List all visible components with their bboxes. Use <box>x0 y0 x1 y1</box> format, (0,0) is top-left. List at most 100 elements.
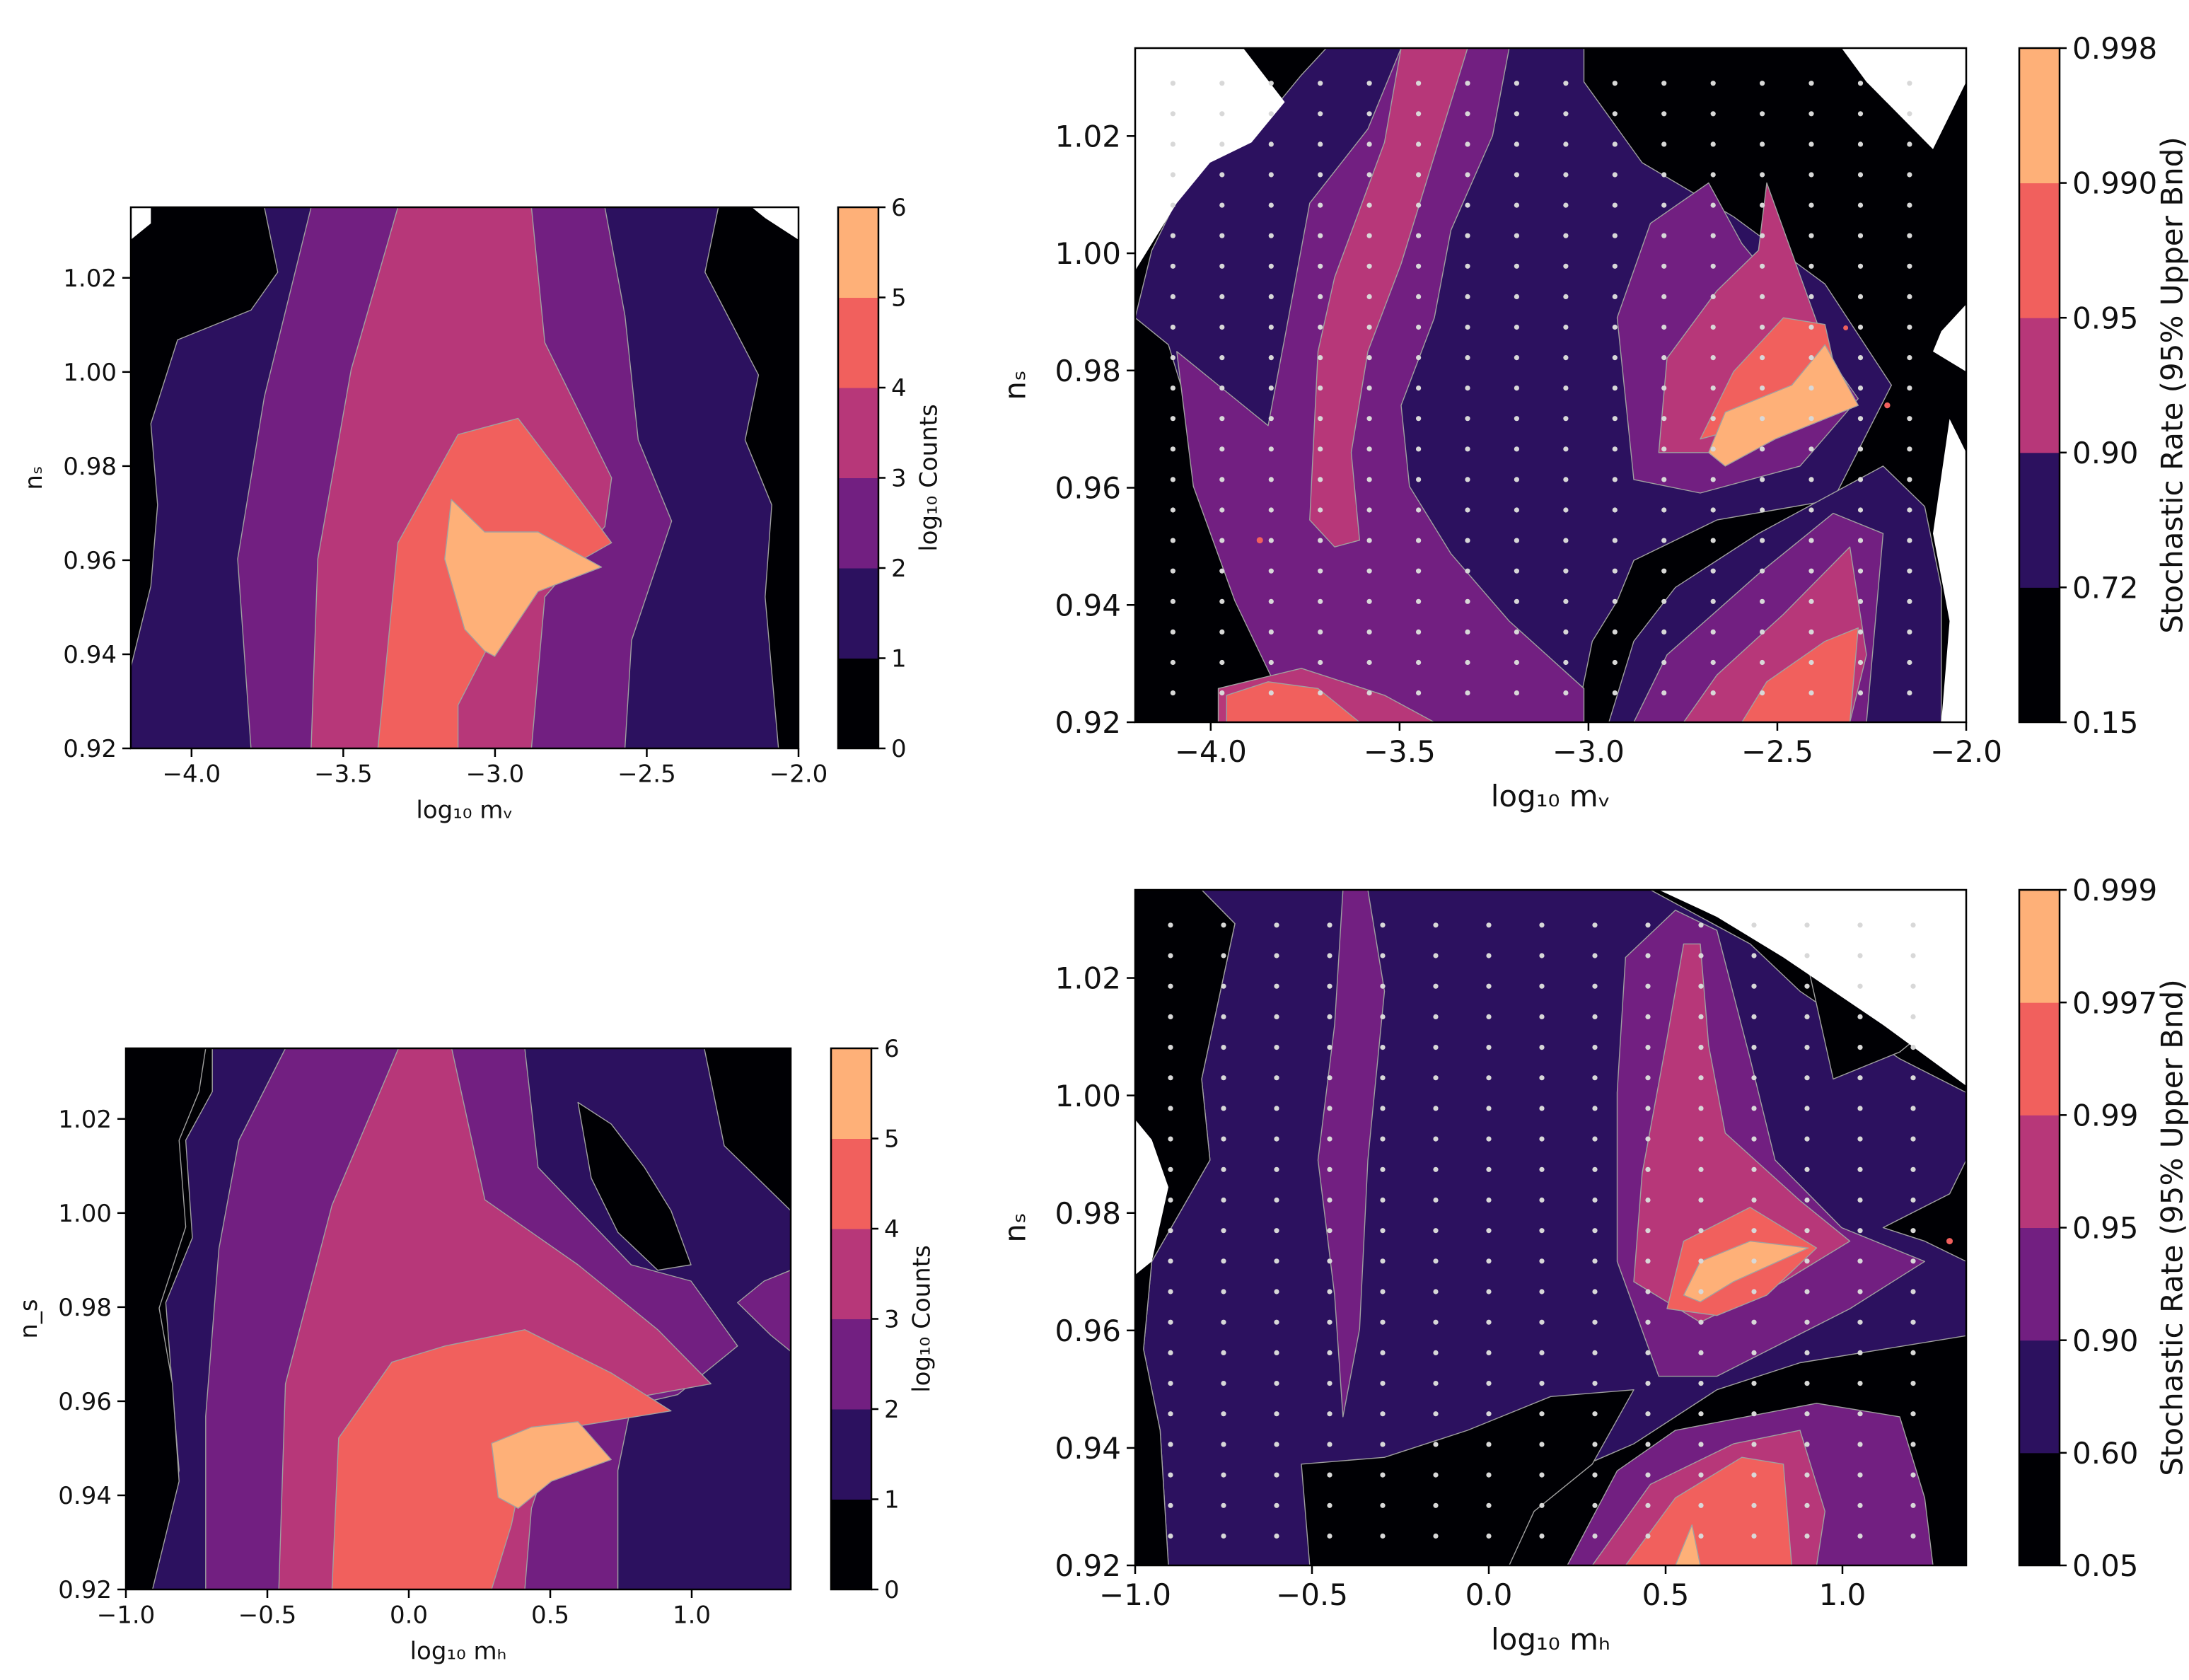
sample-point <box>1710 568 1716 574</box>
sample-point <box>1327 1014 1332 1019</box>
sample-point <box>1486 953 1492 958</box>
contour-level-5 <box>1675 1524 1701 1565</box>
sample-point <box>1486 1136 1492 1142</box>
sample-point <box>1808 294 1814 299</box>
sample-point <box>1514 386 1519 391</box>
sample-point <box>1751 1258 1757 1264</box>
sample-point <box>1661 568 1667 574</box>
sample-point <box>1804 1381 1810 1386</box>
sample-point <box>1221 1075 1226 1081</box>
sample-point <box>1563 202 1569 208</box>
sample-point <box>1760 538 1765 543</box>
sample-point <box>1808 111 1814 117</box>
sample-point <box>1645 1136 1651 1142</box>
sample-point <box>1170 324 1175 330</box>
sample-point <box>1318 690 1323 696</box>
sample-point <box>1698 1106 1704 1111</box>
sample-point <box>1760 141 1765 147</box>
sample-point <box>1592 1075 1598 1081</box>
y-tick-label: 0.92 <box>58 1576 112 1604</box>
sample-point <box>1514 355 1519 361</box>
sample-point <box>1219 538 1225 543</box>
sample-point <box>1366 324 1372 330</box>
sample-point <box>1274 1014 1279 1019</box>
sample-point <box>1318 202 1323 208</box>
x-tick-label: −0.5 <box>1276 1577 1348 1612</box>
colorbar-band <box>2019 1002 2060 1116</box>
sample-point <box>1698 1075 1704 1081</box>
sample-point <box>1366 598 1372 604</box>
sample-point <box>1645 1411 1651 1417</box>
sample-point <box>1760 568 1765 574</box>
masked-region <box>1659 890 1966 1086</box>
sample-point <box>1170 538 1175 543</box>
sample-point <box>1857 446 1864 452</box>
sample-point <box>1910 1472 1916 1478</box>
sample-point <box>1465 324 1470 330</box>
sample-point <box>1751 1411 1757 1417</box>
sample-point <box>1751 1319 1757 1325</box>
colorbar-band <box>838 477 878 569</box>
sample-point <box>1539 1502 1545 1508</box>
sample-point <box>1539 1442 1545 1447</box>
sample-point <box>1661 141 1667 147</box>
sample-point <box>1760 690 1765 696</box>
sample-point <box>1907 263 1912 269</box>
sample-point <box>1804 1350 1810 1355</box>
sample-point <box>1268 111 1274 117</box>
sample-point <box>1857 1472 1863 1478</box>
sample-point <box>1804 1319 1810 1325</box>
sample-point <box>1563 81 1569 86</box>
sample-point <box>1465 233 1470 238</box>
sample-point <box>1221 1136 1226 1142</box>
sample-point <box>1486 1106 1492 1111</box>
sample-point <box>1808 598 1814 604</box>
sample-point <box>1170 659 1175 666</box>
masked-region <box>1841 48 1966 149</box>
sample-point <box>1539 1258 1545 1264</box>
masked-region <box>1933 419 1966 722</box>
sample-point <box>1318 568 1323 574</box>
sample-point <box>1907 568 1912 574</box>
sample-point <box>1274 1075 1279 1081</box>
colorbar-band <box>838 297 878 388</box>
sample-point <box>1170 172 1175 178</box>
sample-point <box>1612 598 1618 604</box>
sample-point <box>1327 1289 1332 1294</box>
sample-point <box>1857 1106 1863 1111</box>
sample-point <box>1661 629 1667 635</box>
sample-point <box>1416 416 1422 422</box>
sample-point <box>1661 355 1667 361</box>
sample-point <box>1274 1533 1279 1539</box>
sample-point <box>1170 263 1175 269</box>
sample-point <box>1168 1411 1173 1417</box>
sample-point <box>1465 141 1470 147</box>
sample-point <box>1661 477 1667 482</box>
sample-point <box>1168 983 1173 989</box>
sample-point <box>1612 416 1618 422</box>
sample-point <box>1380 1075 1386 1081</box>
sample-point <box>1539 1106 1545 1111</box>
sample-point <box>1219 172 1225 178</box>
sample-point <box>1465 477 1470 482</box>
colorbar-tick-label: 4 <box>884 1215 900 1244</box>
x-tick-label: 1.0 <box>673 1601 711 1630</box>
y-tick-label: 0.96 <box>58 1388 112 1416</box>
sample-point <box>1366 507 1372 513</box>
sample-point <box>1268 416 1274 422</box>
sample-point <box>1808 233 1814 238</box>
sample-point <box>1857 568 1864 574</box>
sample-point <box>1592 953 1598 958</box>
colorbar-tick-label: 1 <box>891 645 907 673</box>
sample-point <box>1366 629 1372 635</box>
sample-point <box>1612 690 1618 696</box>
x-tick-label: −3.0 <box>466 760 525 789</box>
sample-point <box>1760 81 1765 86</box>
sample-point <box>1318 141 1323 147</box>
sample-point <box>1808 507 1814 513</box>
sample-point <box>1486 922 1492 928</box>
sample-point <box>1221 953 1226 958</box>
sample-point <box>1221 1319 1226 1325</box>
sample-point <box>1808 538 1814 543</box>
sample-point <box>1327 1258 1332 1264</box>
